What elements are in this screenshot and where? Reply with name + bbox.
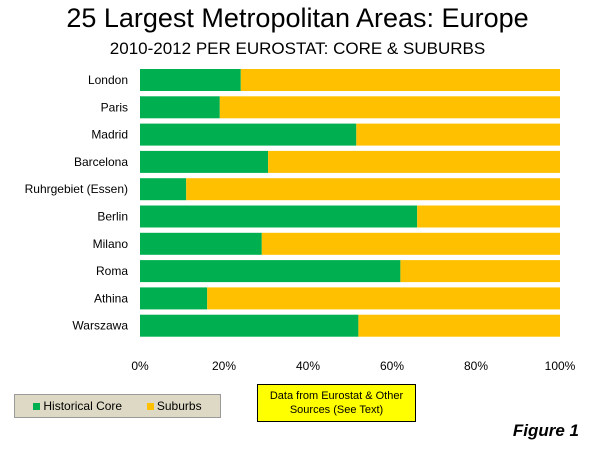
legend-swatch-suburbs — [146, 402, 154, 410]
bar-suburbs-5 — [417, 205, 560, 228]
bars-layer — [140, 69, 561, 337]
figure-label: Figure 1 — [512, 421, 579, 440]
bar-core-0 — [140, 69, 241, 91]
x-tick-label: 40% — [296, 359, 320, 373]
x-tick-label: 100% — [545, 359, 576, 373]
chart-subtitle: 2010-2012 PER EUROSTAT: CORE & SUBURBS — [109, 39, 486, 58]
legend-item-suburbs: Suburbs — [146, 399, 202, 413]
legend: Historical Core Suburbs — [14, 394, 221, 418]
category-label: London — [88, 73, 128, 87]
bar-suburbs-6 — [261, 232, 560, 255]
legend-swatch-core — [33, 402, 41, 410]
x-tick-label: 80% — [464, 359, 488, 373]
bar-core-5 — [140, 205, 418, 228]
category-label: Madrid — [91, 128, 128, 142]
bar-core-7 — [140, 260, 401, 283]
bar-suburbs-2 — [356, 123, 560, 146]
bar-core-6 — [140, 232, 262, 255]
legend-item-core: Historical Core — [33, 399, 122, 413]
x-tick-label: 0% — [131, 359, 149, 373]
category-label: Athina — [94, 291, 128, 305]
category-label: Ruhrgebiet (Essen) — [25, 182, 128, 196]
legend-label-suburbs: Suburbs — [156, 399, 202, 413]
bar-suburbs-9 — [358, 314, 560, 337]
bar-core-9 — [140, 314, 359, 337]
bar-core-3 — [140, 150, 269, 173]
category-label: Berlin — [97, 210, 128, 224]
category-label: Barcelona — [74, 155, 128, 169]
bar-core-1 — [140, 96, 220, 119]
bar-core-2 — [140, 123, 357, 146]
category-label: Milano — [93, 237, 129, 251]
category-labels-layer: London Paris Madrid Barcelona Ruhrgebiet (Es… — [25, 73, 129, 333]
bar-core-4 — [140, 178, 187, 201]
bar-core-8 — [140, 287, 208, 310]
bar-suburbs-8 — [207, 287, 560, 310]
x-tick-label: 60% — [380, 359, 404, 373]
bar-suburbs-0 — [240, 69, 561, 91]
category-label: Warszawa — [72, 319, 128, 333]
data-source-note-line1: Data from Eurostat & Other — [269, 390, 404, 402]
x-tick-label: 20% — [212, 359, 236, 373]
category-label: Paris — [101, 100, 128, 114]
x-tick-labels-layer: 0% 20% 40% 60% 80% 100% — [131, 359, 575, 373]
category-label: Roma — [96, 264, 128, 278]
legend-label-core: Historical Core — [43, 399, 123, 413]
data-source-note-line2: Sources (See Text) — [289, 404, 384, 416]
bar-suburbs-3 — [268, 150, 560, 173]
data-source-note: Data from Eurostat & Other Sources (See … — [257, 384, 416, 422]
bar-suburbs-1 — [219, 96, 561, 119]
bar-suburbs-4 — [186, 178, 560, 201]
chart-title: 25 Largest Metropolitan Areas: Europe — [66, 3, 529, 33]
bar-suburbs-7 — [400, 260, 560, 283]
